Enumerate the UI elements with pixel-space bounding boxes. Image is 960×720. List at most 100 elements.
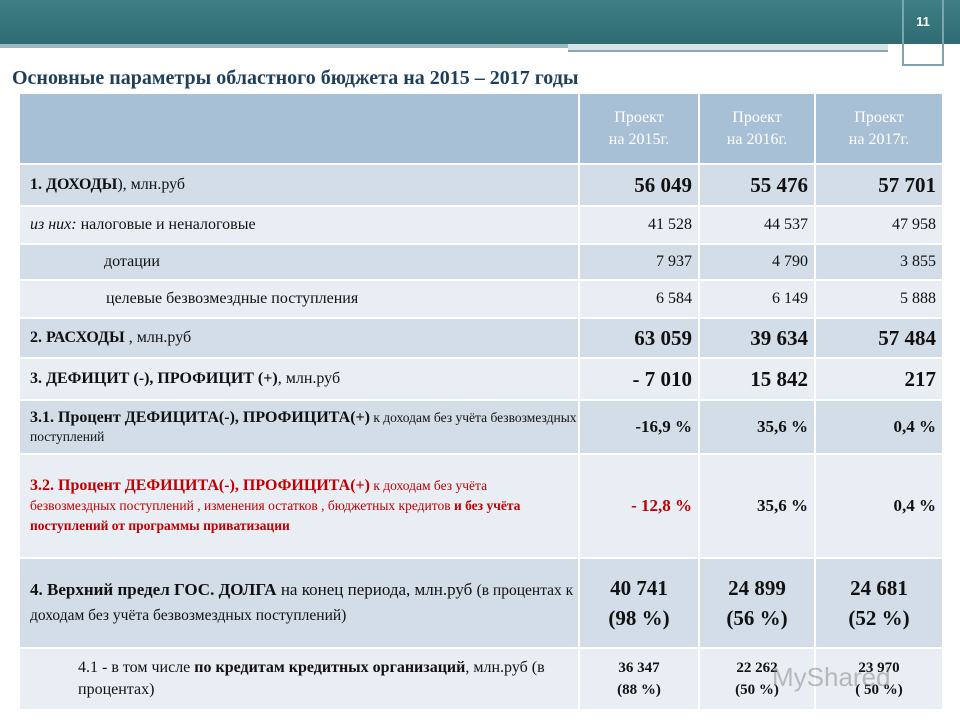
header-label: Проект [854, 108, 904, 126]
debt-amount: 24 899 [728, 576, 786, 600]
row-deficit-percent: 3.1. Процент ДЕФИЦИТА(-), ПРОФИЦИТА(+) к… [18, 399, 944, 455]
label-bold: 3.2. Процент ДЕФИЦИТА(-), ПРОФИЦИТА(+) [30, 477, 370, 494]
watermark-logo: MyShared [772, 662, 891, 692]
page-number-frame [902, 0, 944, 66]
credit-amount: 36 347 [618, 660, 660, 676]
label-rest: , млн.руб [124, 329, 192, 346]
row-label: 1. ДОХОДЫ), млн.руб [18, 163, 580, 207]
row-credit-debt: 4.1 - в том числе по кредитам кредитных … [18, 647, 944, 711]
value-2017: 0,4 % [814, 399, 944, 455]
value-2016: 55 476 [698, 163, 816, 207]
label-bold-tail: и без учёта поступлений от программы при… [30, 498, 521, 533]
row-deficit: 3. ДЕФИЦИТ (-), ПРОФИЦИТ (+), млн.руб - … [18, 357, 944, 401]
header-year: на 2015г. [608, 130, 670, 148]
row-label: 4.1 - в том числе по кредитам кредитных … [18, 647, 580, 711]
value-2015: - 7 010 [578, 357, 700, 401]
label-small: к доходам без учёта безвозмездных поступ… [30, 410, 577, 444]
label-bold: 4. Верхний предел ГОС. ДОЛГА [30, 580, 277, 599]
row-label: 3. ДЕФИЦИТ (-), ПРОФИЦИТ (+), млн.руб [18, 357, 580, 401]
value-2016: 6 149 [698, 279, 816, 319]
label-bold: 3. ДЕФИЦИТ (-), ПРОФИЦИТ (+) [30, 370, 278, 387]
row-label: целевые безвозмездные поступления [18, 279, 580, 319]
value-2015: 63 059 [578, 317, 700, 359]
value-2015: -16,9 % [578, 399, 700, 455]
debt-percent: (98 %) [608, 606, 670, 630]
credit-percent: (88 %) [617, 682, 661, 698]
top-divider [0, 44, 568, 48]
value-2016: 39 634 [698, 317, 816, 359]
value-2016: 4 790 [698, 243, 816, 281]
top-divider-light [568, 44, 888, 50]
top-band [0, 0, 960, 44]
value-2016: 35,6 % [698, 399, 816, 455]
label-bold: 2. РАСХОДЫ [30, 329, 125, 346]
value-2015: 41 528 [578, 205, 700, 245]
header-2017: Проект на 2017г. [814, 92, 944, 165]
value-2017: 57 701 [814, 163, 944, 207]
value-2015: 6 584 [578, 279, 700, 319]
header-empty-cell [18, 92, 580, 165]
label-mid: в том числе [111, 659, 195, 676]
debt-amount: 24 681 [850, 576, 908, 600]
row-income: 1. ДОХОДЫ), млн.руб 56 049 55 476 57 701 [18, 163, 944, 207]
label-bold: по кредитам кредитных организаций [194, 659, 466, 676]
row-debt-limit: 4. Верхний предел ГОС. ДОЛГА на конец пе… [18, 557, 944, 649]
credit-percent: (50 %) [735, 682, 779, 698]
label-italic: из них: [30, 216, 77, 233]
value-2017: 47 958 [814, 205, 944, 245]
header-year: на 2016г. [726, 130, 788, 148]
value-2017: 57 484 [814, 317, 944, 359]
label-rest: на конец периода, млн.руб [276, 580, 477, 599]
value-2016: 22 262 (50 %) [698, 647, 816, 711]
value-2017: 217 [814, 357, 944, 401]
label-rest: ), млн.руб [117, 176, 186, 193]
credit-amount: 23 970 [858, 660, 900, 676]
value-2015: - 12,8 % [578, 453, 700, 559]
value-2015: 7 937 [578, 243, 700, 281]
row-label: 4. Верхний предел ГОС. ДОЛГА на конец пе… [18, 557, 580, 649]
header-2016: Проект на 2016г. [698, 92, 816, 165]
label-small: к доходам без учёта безвозмездных поступ… [30, 478, 488, 513]
header-label: Проект [614, 108, 664, 126]
label-bold: 3.1. Процент ДЕФИЦИТА(-), ПРОФИЦИТА(+) [30, 409, 370, 426]
value-2015: 56 049 [578, 163, 700, 207]
row-label: 3.2. Процент ДЕФИЦИТА(-), ПРОФИЦИТА(+) к… [18, 453, 580, 559]
value-2017: 3 855 [814, 243, 944, 281]
debt-amount: 40 741 [610, 576, 668, 600]
credit-percent: ( 50 %) [855, 682, 903, 698]
value-2016: 15 842 [698, 357, 816, 401]
value-2016: 24 899 (56 %) [698, 557, 816, 649]
page-title: Основные параметры областного бюджета на… [12, 67, 579, 89]
debt-percent: (56 %) [726, 606, 788, 630]
table-header-row: Проект на 2015г. Проект на 2016г. Проект… [18, 92, 944, 165]
page-number: 11 [916, 14, 930, 29]
label-rest: налоговые и неналоговые [76, 216, 256, 233]
row-grants: дотации 7 937 4 790 3 855 [18, 243, 944, 281]
row-targeted: целевые безвозмездные поступления 6 584 … [18, 279, 944, 319]
top-divider-thin [568, 50, 888, 52]
row-tax: из них: налоговые и неналоговые 41 528 4… [18, 205, 944, 245]
label-pre: 4.1 - [78, 659, 112, 676]
header-year: на 2017г. [848, 130, 910, 148]
value-2016: 44 537 [698, 205, 816, 245]
value-2015: 36 347 (88 %) [578, 647, 700, 711]
label-small: (в процентах к доходам без учёта безвозм… [30, 582, 574, 624]
value-2017: 24 681 (52 %) [814, 557, 944, 649]
row-label: из них: налоговые и неналоговые [18, 205, 580, 245]
row-expenses: 2. РАСХОДЫ , млн.руб 63 059 39 634 57 48… [18, 317, 944, 359]
credit-amount: 22 262 [736, 660, 778, 676]
label-rest: , млн.руб [277, 370, 341, 387]
value-2017: 5 888 [814, 279, 944, 319]
budget-table: Проект на 2015г. Проект на 2016г. Проект… [18, 92, 944, 711]
debt-percent: (52 %) [848, 606, 910, 630]
value-2015: 40 741 (98 %) [578, 557, 700, 649]
row-label: 3.1. Процент ДЕФИЦИТА(-), ПРОФИЦИТА(+) к… [18, 399, 580, 455]
label-rest: , млн.руб (в процентах) [78, 659, 545, 698]
value-2016: 35,6 % [698, 453, 816, 559]
row-label: дотации [18, 243, 580, 281]
value-2017: 0,4 % [814, 453, 944, 559]
row-deficit-percent-adjusted: 3.2. Процент ДЕФИЦИТА(-), ПРОФИЦИТА(+) к… [18, 453, 944, 559]
value-2017: 23 970 ( 50 %) [814, 647, 944, 711]
row-label: 2. РАСХОДЫ , млн.руб [18, 317, 580, 359]
header-2015: Проект на 2015г. [578, 92, 700, 165]
